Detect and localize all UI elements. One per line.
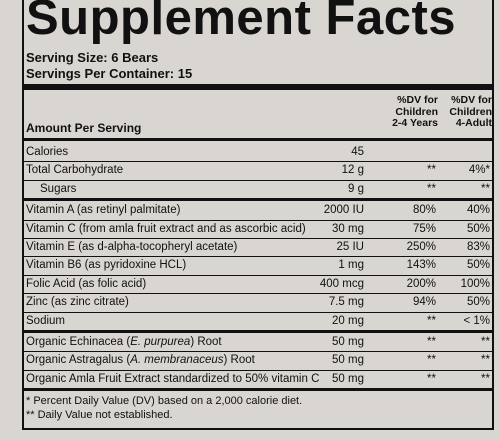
daily-value: 200%: [406, 277, 436, 290]
amount: 25 IU: [336, 241, 365, 253]
daily-value: **: [427, 336, 436, 348]
name-part: Total Carbohydrate: [26, 164, 124, 177]
daily-value: **: [481, 182, 490, 195]
daily-value: 4%*: [468, 164, 490, 177]
name-part: Organic Echinacea (: [26, 336, 131, 348]
amount: 50 mg: [332, 372, 364, 385]
name-part: Vitamin B6 (as pyridoxine HCL): [26, 259, 187, 272]
amount-header: Amount Per Serving: [26, 121, 142, 135]
amount: 12 g: [341, 164, 364, 177]
amount: 2000 IU: [323, 204, 364, 217]
nutrient-name: Calories: [26, 145, 68, 159]
heavy-rule: [22, 84, 494, 90]
dv-header: %DV for Children 4-Adult: [449, 94, 492, 130]
daily-value: **: [427, 182, 436, 195]
daily-value: **: [481, 372, 490, 385]
name-part: Vitamin A (as retinyl palmitate): [26, 204, 181, 217]
footnote: ** Daily Value not established.: [26, 409, 173, 422]
amount: 45: [351, 146, 364, 158]
amount: 9 g: [348, 182, 364, 195]
nutrient-name: Zinc (as zinc citrate): [26, 295, 129, 309]
daily-value: **: [427, 314, 436, 327]
dv-header-line: Children: [395, 105, 438, 118]
footnote: * Percent Daily Value (DV) based on a 2,…: [26, 395, 303, 408]
amount: 7.5 mg: [328, 296, 364, 309]
row-rule: [22, 311, 494, 313]
name-part: ) Root: [223, 354, 255, 367]
amount: 50 mg: [332, 354, 364, 367]
daily-value: **: [427, 372, 436, 385]
nutrient-name: Vitamin B6 (as pyridoxine HCL): [26, 258, 186, 272]
daily-value: 40%: [466, 204, 490, 217]
daily-value: 83%: [466, 241, 490, 253]
amount: 400 mcg: [319, 277, 364, 290]
name-part: ) Root: [190, 336, 222, 348]
daily-value: **: [481, 354, 490, 367]
row-rule: [22, 369, 494, 371]
serving-size: Serving Size: 6 Bears: [26, 50, 159, 65]
daily-value: **: [481, 336, 490, 348]
name-part: Calories: [26, 146, 69, 158]
heavy-rule: [22, 388, 494, 392]
name-part: E. purpurea: [130, 336, 191, 348]
name-part: A. membranaceus: [130, 354, 224, 367]
name-part: Vitamin E (as d-alpha-tocopheryl acetate…: [26, 241, 238, 253]
daily-value: **: [427, 354, 436, 367]
name-part: Vitamin C (from amla fruit extract and a…: [26, 222, 306, 235]
daily-value: **: [427, 164, 436, 177]
nutrient-name: Vitamin A (as retinyl palmitate): [26, 203, 180, 217]
row-rule: [22, 238, 494, 239]
label-border: [22, 0, 494, 430]
heavy-rule: [22, 198, 494, 202]
nutrient-name: Organic Astragalus (A. membranaceus) Roo…: [26, 353, 255, 367]
daily-value: 75%: [412, 222, 436, 235]
daily-value: 100%: [460, 277, 490, 290]
daily-value: 80%: [412, 204, 436, 217]
dv-header-line: %DV for: [397, 94, 438, 106]
amount: 30 mg: [332, 222, 364, 235]
title: Supplement Facts: [26, 0, 457, 45]
daily-value: 143%: [406, 259, 436, 272]
row-rule: [22, 256, 494, 258]
nutrient-name: Vitamin E (as d-alpha-tocopheryl acetate…: [26, 240, 237, 254]
daily-value: 50%: [466, 296, 490, 309]
nutrient-name: Organic Echinacea (E. purpurea) Root: [26, 335, 222, 349]
dv-header-line: Children: [449, 105, 492, 118]
name-part: Sodium: [26, 314, 65, 327]
row-rule: [22, 161, 494, 163]
daily-value: 250%: [406, 241, 436, 253]
name-part: Sugars: [40, 182, 77, 195]
nutrient-name: Sugars: [40, 182, 76, 196]
dv-header: %DV for Children 2-4 Years: [392, 94, 438, 130]
name-part: Organic Amla Fruit Extract standardized …: [26, 372, 320, 385]
row-rule: [22, 274, 494, 276]
heavy-rule: [22, 330, 494, 333]
row-rule: [22, 293, 494, 295]
row-rule: [22, 351, 494, 353]
name-part: Organic Astragalus (: [26, 354, 131, 367]
amount: 20 mg: [332, 314, 364, 327]
nutrient-name: Folic Acid (as folic acid): [26, 277, 146, 291]
row-rule: [22, 219, 494, 221]
amount: 50 mg: [332, 336, 364, 348]
name-part: Zinc (as zinc citrate): [26, 296, 129, 309]
dv-header-line: 2-4 Years: [392, 117, 438, 129]
daily-value: < 1%: [463, 314, 490, 327]
daily-value: 50%: [466, 259, 490, 272]
nutrient-name: Organic Amla Fruit Extract standardized …: [26, 372, 319, 386]
servings-per-container: Servings Per Container: 15: [26, 66, 193, 81]
daily-value: 50%: [466, 222, 490, 235]
daily-value: 94%: [412, 296, 436, 309]
dv-header-line: %DV for: [451, 94, 492, 106]
amount: 1 mg: [338, 259, 364, 272]
nutrient-name: Vitamin C (from amla fruit extract and a…: [26, 222, 306, 236]
heavy-rule: [22, 138, 494, 141]
row-rule: [22, 179, 494, 181]
nutrient-name: Sodium: [26, 314, 65, 328]
nutrient-name: Total Carbohydrate: [26, 163, 123, 177]
name-part: Folic Acid (as folic acid): [26, 277, 147, 290]
dv-header-line: 4-Adult: [455, 117, 492, 129]
